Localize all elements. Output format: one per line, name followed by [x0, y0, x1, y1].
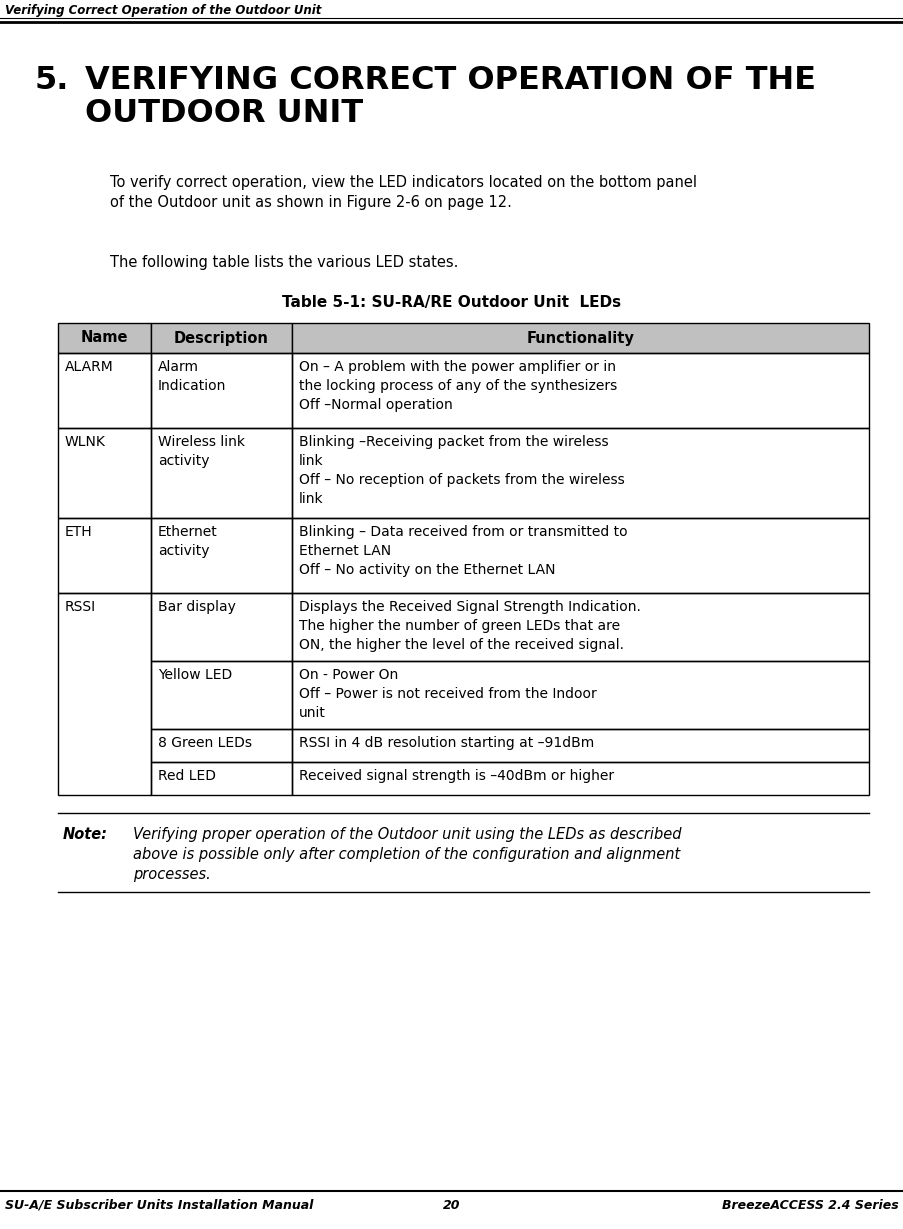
Bar — [292, 594, 868, 661]
Text: RSSI in 4 dB resolution starting at –91dBm: RSSI in 4 dB resolution starting at –91d… — [299, 736, 593, 750]
Text: Functionality: Functionality — [526, 331, 634, 345]
Bar — [58, 323, 151, 353]
Text: above is possible only after completion of the configuration and alignment: above is possible only after completion … — [133, 847, 679, 862]
Text: RSSI: RSSI — [65, 600, 96, 614]
Text: Description: Description — [174, 331, 268, 345]
Text: 8 Green LEDs: 8 Green LEDs — [158, 736, 252, 750]
Text: Table 5-1: SU-RA/RE Outdoor Unit  LEDs: Table 5-1: SU-RA/RE Outdoor Unit LEDs — [282, 295, 621, 310]
Text: Verifying proper operation of the Outdoor unit using the LEDs as described: Verifying proper operation of the Outdoo… — [133, 827, 681, 842]
Bar — [292, 428, 868, 517]
Text: Received signal strength is –40dBm or higher: Received signal strength is –40dBm or hi… — [299, 769, 613, 783]
Bar — [292, 517, 868, 594]
Text: 20: 20 — [442, 1200, 461, 1212]
Bar — [292, 323, 868, 353]
Bar — [151, 762, 292, 795]
Text: 5.: 5. — [35, 65, 70, 96]
Text: To verify correct operation, view the LED indicators located on the bottom panel: To verify correct operation, view the LE… — [110, 175, 696, 190]
Bar — [151, 353, 292, 428]
Text: On – A problem with the power amplifier or in
the locking process of any of the : On – A problem with the power amplifier … — [299, 360, 617, 412]
Text: The following table lists the various LED states.: The following table lists the various LE… — [110, 254, 458, 270]
Bar — [58, 428, 151, 517]
Bar — [151, 428, 292, 517]
Bar — [151, 661, 292, 729]
Text: OUTDOOR UNIT: OUTDOOR UNIT — [85, 98, 363, 129]
Text: processes.: processes. — [133, 866, 210, 882]
Text: Red LED: Red LED — [158, 769, 216, 783]
Text: Blinking –Receiving packet from the wireless
link
Off – No reception of packets : Blinking –Receiving packet from the wire… — [299, 435, 624, 506]
Text: ETH: ETH — [65, 525, 92, 540]
Text: Ethernet
activity: Ethernet activity — [158, 525, 218, 558]
Text: Verifying Correct Operation of the Outdoor Unit: Verifying Correct Operation of the Outdo… — [5, 4, 321, 17]
Bar — [292, 762, 868, 795]
Bar — [58, 594, 151, 795]
Text: Bar display: Bar display — [158, 600, 236, 614]
Bar — [151, 323, 292, 353]
Text: On - Power On
Off – Power is not received from the Indoor
unit: On - Power On Off – Power is not receive… — [299, 669, 596, 720]
Bar — [292, 353, 868, 428]
Text: Displays the Received Signal Strength Indication.
The higher the number of green: Displays the Received Signal Strength In… — [299, 600, 640, 651]
Bar — [292, 729, 868, 762]
Text: SU-A/E Subscriber Units Installation Manual: SU-A/E Subscriber Units Installation Man… — [5, 1200, 313, 1212]
Text: Note:: Note: — [63, 827, 107, 842]
Text: Alarm
Indication: Alarm Indication — [158, 360, 226, 393]
Bar — [151, 594, 292, 661]
Text: Blinking – Data received from or transmitted to
Ethernet LAN
Off – No activity o: Blinking – Data received from or transmi… — [299, 525, 627, 576]
Text: Yellow LED: Yellow LED — [158, 669, 232, 682]
Text: WLNK: WLNK — [65, 435, 106, 449]
Bar — [292, 661, 868, 729]
Text: BreezeACCESS 2.4 Series: BreezeACCESS 2.4 Series — [721, 1200, 898, 1212]
Text: Name: Name — [80, 331, 128, 345]
Bar — [151, 729, 292, 762]
Text: ALARM: ALARM — [65, 360, 114, 374]
Bar — [151, 517, 292, 594]
Text: Wireless link
activity: Wireless link activity — [158, 435, 245, 468]
Bar — [58, 353, 151, 428]
Text: of the Outdoor unit as shown in Figure 2-6 on page 12.: of the Outdoor unit as shown in Figure 2… — [110, 195, 511, 210]
Bar — [58, 517, 151, 594]
Text: VERIFYING CORRECT OPERATION OF THE: VERIFYING CORRECT OPERATION OF THE — [85, 65, 815, 96]
